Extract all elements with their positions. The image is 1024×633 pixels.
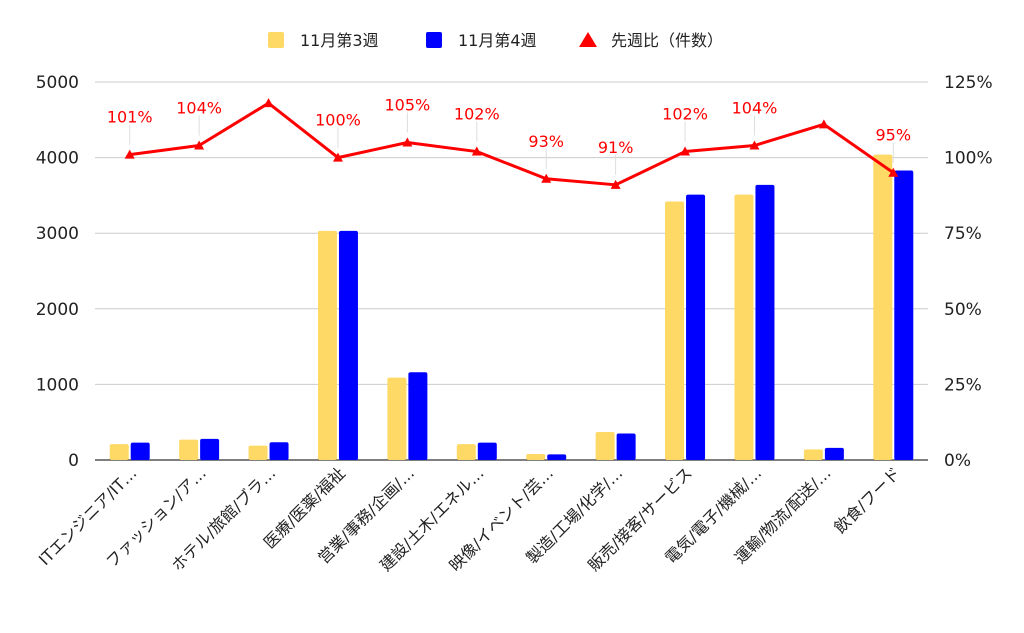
line-data-label: 101%	[107, 108, 153, 127]
bar	[477, 442, 497, 460]
line-data-label: 105%	[385, 95, 431, 114]
bar	[686, 194, 706, 461]
line-data-label: 100%	[315, 111, 361, 130]
line-point	[749, 140, 760, 150]
right-tick-label: 25%	[944, 375, 982, 395]
gridlines	[95, 81, 928, 461]
bar	[665, 201, 685, 460]
bar	[269, 442, 289, 460]
bar	[803, 449, 823, 460]
bar	[873, 154, 893, 461]
line-data-label: 104%	[176, 99, 222, 118]
bar	[734, 194, 754, 461]
bar	[755, 184, 775, 461]
bar	[894, 170, 914, 460]
bar	[526, 453, 546, 460]
line-data-label: 104%	[732, 99, 778, 118]
left-tick-label: 1000	[36, 375, 79, 395]
left-tick-label: 0	[68, 451, 79, 471]
line-point	[818, 119, 829, 129]
right-y-axis: 0% 25% 50% 75% 100% 125%	[944, 73, 993, 471]
bar	[130, 442, 150, 460]
line-path	[129, 101, 895, 187]
bar-series	[109, 154, 914, 461]
line-data-label: 95%	[876, 126, 912, 145]
legend-label: 11月第4週	[458, 31, 537, 50]
left-tick-label: 5000	[36, 73, 79, 93]
right-tick-label: 75%	[944, 224, 982, 244]
line-point	[402, 137, 413, 147]
right-tick-label: 125%	[944, 73, 993, 93]
x-axis-labels: ITエンジニア/IT…ファッション/ア…ホテル/旅館/ブラ…医療/医薬/福祉営業…	[35, 463, 904, 575]
bar	[317, 230, 337, 460]
line-point	[680, 146, 691, 156]
bar	[595, 432, 615, 460]
right-tick-label: 50%	[944, 300, 982, 320]
left-tick-label: 4000	[36, 149, 79, 169]
bar	[387, 377, 407, 460]
bar	[408, 372, 428, 460]
legend-label: 先週比（件数）	[611, 31, 723, 50]
line-point	[541, 173, 552, 183]
bar	[179, 439, 199, 460]
bar	[547, 454, 567, 460]
line-data-label: 102%	[662, 105, 708, 124]
line-point	[888, 167, 899, 177]
legend-swatch	[579, 32, 597, 47]
line-point	[263, 98, 274, 108]
line-point	[610, 179, 621, 189]
line-point	[194, 140, 205, 150]
line-data-label: 93%	[528, 132, 564, 151]
line-data-label: 91%	[598, 138, 634, 157]
left-y-axis: 0 1000 2000 3000 4000 5000	[36, 73, 79, 471]
bar	[109, 444, 129, 460]
right-tick-label: 0%	[944, 451, 971, 471]
left-tick-label: 2000	[36, 300, 79, 320]
line-point	[124, 149, 135, 159]
line-point	[332, 152, 343, 162]
legend-swatch	[268, 32, 284, 48]
line-series: 101% 104% 100% 105% 102% 93% 91% 102% 104% 95%	[107, 95, 912, 189]
right-tick-label: 100%	[944, 149, 993, 169]
line-point	[471, 146, 482, 156]
legend: 11月第3週 11月第4週 先週比（件数）	[268, 31, 723, 50]
bar	[248, 445, 268, 460]
bar	[200, 438, 220, 460]
bar	[338, 230, 358, 460]
legend-swatch	[426, 32, 442, 48]
bar	[824, 447, 844, 460]
x-tick-label: 飲食/フード	[830, 463, 904, 537]
legend-label: 11月第3週	[300, 31, 379, 50]
line-data-label: 102%	[454, 105, 500, 124]
left-tick-label: 3000	[36, 224, 79, 244]
bar	[456, 444, 476, 460]
bar	[616, 433, 636, 460]
